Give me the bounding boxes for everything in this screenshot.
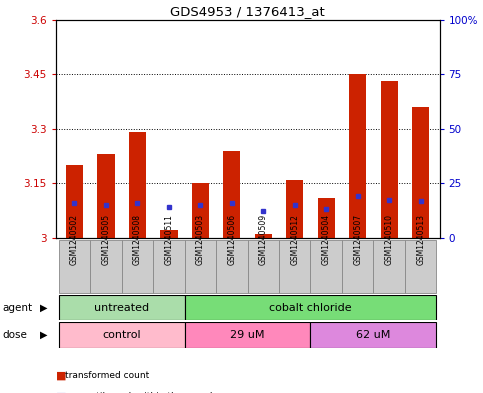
Bar <box>66 165 83 238</box>
Bar <box>185 295 436 320</box>
Text: 62 uM: 62 uM <box>356 330 391 340</box>
Text: agent: agent <box>2 303 32 312</box>
Bar <box>317 198 335 238</box>
Bar <box>59 322 185 348</box>
Bar <box>373 240 405 293</box>
Text: dose: dose <box>2 330 28 340</box>
Text: GSM1240502: GSM1240502 <box>70 214 79 265</box>
Title: GDS4953 / 1376413_at: GDS4953 / 1376413_at <box>170 6 325 18</box>
Bar <box>342 240 373 293</box>
Bar <box>311 240 342 293</box>
Bar <box>412 107 429 238</box>
Text: GSM1240503: GSM1240503 <box>196 214 205 265</box>
Text: GSM1240507: GSM1240507 <box>353 214 362 265</box>
Text: untreated: untreated <box>94 303 149 312</box>
Bar <box>311 322 436 348</box>
Bar <box>122 240 153 293</box>
Text: ▶: ▶ <box>40 330 48 340</box>
Text: GSM1240512: GSM1240512 <box>290 214 299 265</box>
Bar <box>349 74 366 238</box>
Bar <box>223 151 241 238</box>
Text: cobalt chloride: cobalt chloride <box>269 303 352 312</box>
Bar <box>248 240 279 293</box>
Bar <box>255 234 272 238</box>
Bar <box>192 183 209 238</box>
Text: transformed count: transformed count <box>65 371 149 380</box>
Text: GSM1240508: GSM1240508 <box>133 214 142 265</box>
Text: GSM1240511: GSM1240511 <box>164 214 173 265</box>
Bar <box>59 240 90 293</box>
Text: GSM1240510: GSM1240510 <box>384 214 394 265</box>
Text: GSM1240513: GSM1240513 <box>416 214 425 265</box>
Text: ■: ■ <box>56 392 66 393</box>
Text: ▶: ▶ <box>40 303 48 312</box>
Bar <box>153 240 185 293</box>
Text: GSM1240509: GSM1240509 <box>259 214 268 265</box>
Bar <box>90 240 122 293</box>
Bar <box>160 231 178 238</box>
Bar <box>405 240 436 293</box>
Text: control: control <box>102 330 141 340</box>
Text: ■: ■ <box>56 370 66 380</box>
Bar <box>59 295 185 320</box>
Bar <box>279 240 311 293</box>
Bar <box>185 322 311 348</box>
Bar <box>381 81 398 238</box>
Bar <box>97 154 114 238</box>
Bar <box>129 132 146 238</box>
Bar <box>185 240 216 293</box>
Bar <box>216 240 248 293</box>
Text: GSM1240504: GSM1240504 <box>322 214 331 265</box>
Text: GSM1240505: GSM1240505 <box>101 214 111 265</box>
Text: 29 uM: 29 uM <box>230 330 265 340</box>
Bar <box>286 180 303 238</box>
Text: GSM1240506: GSM1240506 <box>227 214 236 265</box>
